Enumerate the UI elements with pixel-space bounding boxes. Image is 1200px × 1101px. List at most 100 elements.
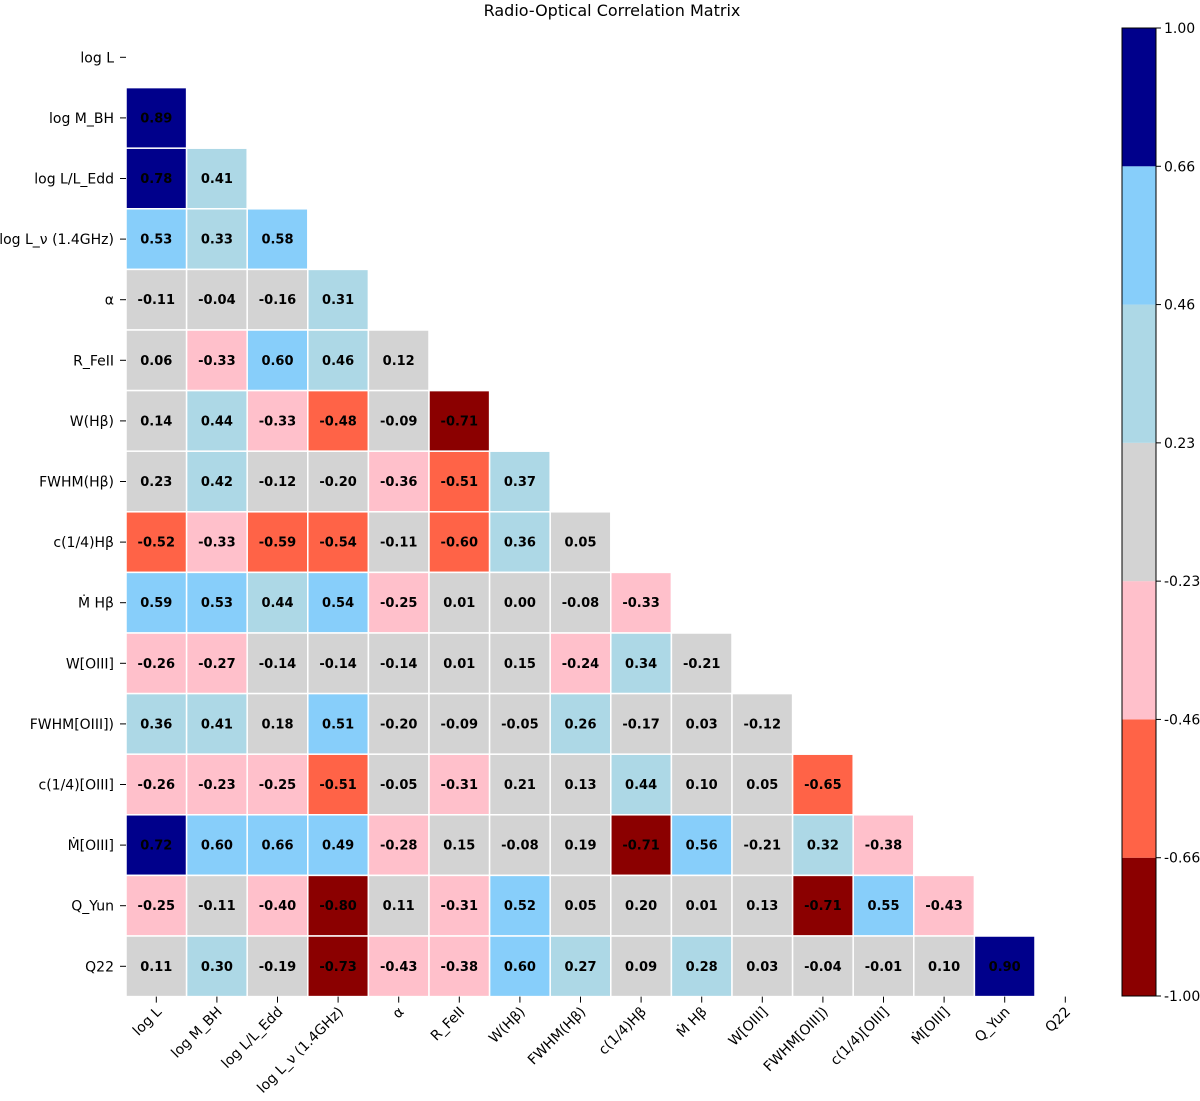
colorbar-tick-label: -0.46 xyxy=(1164,712,1200,728)
colorbar-segment xyxy=(1122,581,1156,720)
cell-value-label: -0.12 xyxy=(259,475,296,490)
row-label-h: Ṁ Hβ xyxy=(78,594,114,612)
heatmap-cell xyxy=(670,632,733,695)
cell-value-label: -0.26 xyxy=(138,657,175,672)
cell-value-label: -0.21 xyxy=(744,839,781,854)
heatmap-cell xyxy=(731,814,794,877)
heatmap-cell xyxy=(731,935,794,998)
cell-value-label: -0.31 xyxy=(441,899,478,914)
cell-value-label: -0.20 xyxy=(380,717,417,732)
colorbar-tick-label: 1.00 xyxy=(1164,21,1195,37)
heatmap-cell xyxy=(731,692,794,755)
heatmap-cell xyxy=(246,511,309,574)
colorbar-segment xyxy=(1122,304,1156,443)
colorbar-segment xyxy=(1122,166,1156,305)
heatmap-cell xyxy=(246,208,309,271)
cell-value-label: 0.59 xyxy=(140,596,172,611)
row-label-log-l: log L xyxy=(80,50,114,66)
heatmap-cell xyxy=(185,329,248,392)
cell-value-label: 0.46 xyxy=(322,354,354,369)
cell-value-label: -0.04 xyxy=(804,960,841,975)
heatmap-cell xyxy=(428,874,491,937)
cell-value-label: 0.11 xyxy=(140,960,172,975)
cell-value-label: -0.27 xyxy=(198,657,235,672)
cell-value-label: -0.33 xyxy=(198,536,235,551)
heatmap-cell xyxy=(731,753,794,816)
cell-value-label: -0.43 xyxy=(380,960,417,975)
cell-value-label: -0.80 xyxy=(319,899,356,914)
heatmap-cell xyxy=(428,389,491,452)
cell-value-label: 0.13 xyxy=(746,899,778,914)
heatmap-cell xyxy=(246,935,309,998)
cell-value-label: 0.06 xyxy=(140,354,172,369)
heatmap-cell xyxy=(367,389,430,452)
row-label-c-1-4-oiii: c(1/4)[OIII] xyxy=(39,778,114,794)
cell-value-label: -0.51 xyxy=(319,778,356,793)
col-label-oiii: Ṁ[OIII] xyxy=(907,1003,953,1049)
heatmap-cell xyxy=(185,632,248,695)
heatmap-cells: 0.89 0.78 0.41 0.53 0.33 0.58 -0.11 -0.04 -0.16 0… xyxy=(125,86,1036,998)
row-label-c-1-4-h: c(1/4)Hβ xyxy=(53,535,114,551)
cell-value-label: 0.11 xyxy=(383,899,415,914)
heatmap-cell xyxy=(307,632,370,695)
cell-value-label: 0.78 xyxy=(140,172,172,187)
col-label-q-yun: Q_Yun xyxy=(972,1004,1014,1046)
heatmap-cell xyxy=(791,753,854,816)
cell-value-label: 0.03 xyxy=(746,960,778,975)
heatmap-cell xyxy=(428,632,491,695)
row-label-oiii: Ṁ[OIII] xyxy=(68,836,114,854)
heatmap-cell xyxy=(488,753,551,816)
cell-value-label: -0.51 xyxy=(441,475,478,490)
colorbar-segment xyxy=(1122,719,1156,858)
row-label-r-feii: R_FeII xyxy=(73,353,114,369)
colorbar-segment xyxy=(1122,442,1156,582)
row-label-fwhm-oiii: FWHM[OIII]) xyxy=(30,717,114,733)
cell-value-label: -0.01 xyxy=(865,960,902,975)
col-label-w-h: W(Hβ) xyxy=(486,1004,529,1047)
cell-value-label: -0.38 xyxy=(865,839,902,854)
colorbar: -1.00 -0.66 -0.46 -0.23 0.23 0.46 0.66 1.00 xyxy=(1121,21,1200,1005)
cell-value-label: 0.53 xyxy=(201,596,233,611)
cell-value-label: 0.90 xyxy=(989,960,1021,975)
cell-value-label: -0.21 xyxy=(683,657,720,672)
heatmap-cell xyxy=(367,874,430,937)
heatmap-cell xyxy=(670,935,733,998)
cell-value-label: -0.28 xyxy=(380,839,417,854)
cell-value-label: 0.41 xyxy=(201,717,233,732)
cell-value-label: -0.33 xyxy=(259,414,296,429)
cell-value-label: 0.49 xyxy=(322,839,354,854)
cell-value-label: 0.54 xyxy=(322,596,354,611)
row-label-w-oiii: W[OIII] xyxy=(66,656,114,672)
heatmap-cell xyxy=(428,571,491,634)
cell-value-label: -0.26 xyxy=(138,778,175,793)
cell-value-label: 0.21 xyxy=(504,778,536,793)
cell-value-label: 0.26 xyxy=(564,717,596,732)
cell-value-label: -0.54 xyxy=(319,536,356,551)
col-label-c-1-4-oiii: c(1/4)[OIII] xyxy=(828,1004,893,1069)
col-label-log-l: log L xyxy=(130,1004,165,1039)
heatmap-cell xyxy=(610,692,673,755)
cell-value-label: -0.16 xyxy=(259,293,296,308)
cell-value-label: -0.09 xyxy=(441,717,478,732)
row-label-var: α xyxy=(105,293,114,309)
heatmap-cell xyxy=(307,753,370,816)
row-label-q22: Q22 xyxy=(85,959,114,975)
cell-value-label: -0.17 xyxy=(622,717,659,732)
row-label-q-yun: Q_Yun xyxy=(71,899,114,915)
cell-value-label: -0.71 xyxy=(622,839,659,854)
col-label-r-feii: R_FeII xyxy=(428,1004,468,1044)
cell-value-label: -0.19 xyxy=(259,960,296,975)
cell-value-label: 0.60 xyxy=(261,354,293,369)
cell-value-label: 0.33 xyxy=(201,233,233,248)
heatmap-cell xyxy=(549,632,612,695)
cell-value-label: 0.41 xyxy=(201,172,233,187)
cell-value-label: -0.25 xyxy=(259,778,296,793)
cell-value-label: -0.33 xyxy=(198,354,235,369)
cell-value-label: 0.60 xyxy=(504,960,536,975)
cell-value-label: 0.60 xyxy=(201,839,233,854)
cell-value-label: 0.66 xyxy=(261,839,293,854)
heatmap-cell xyxy=(125,814,188,877)
cell-value-label: 0.12 xyxy=(383,354,415,369)
